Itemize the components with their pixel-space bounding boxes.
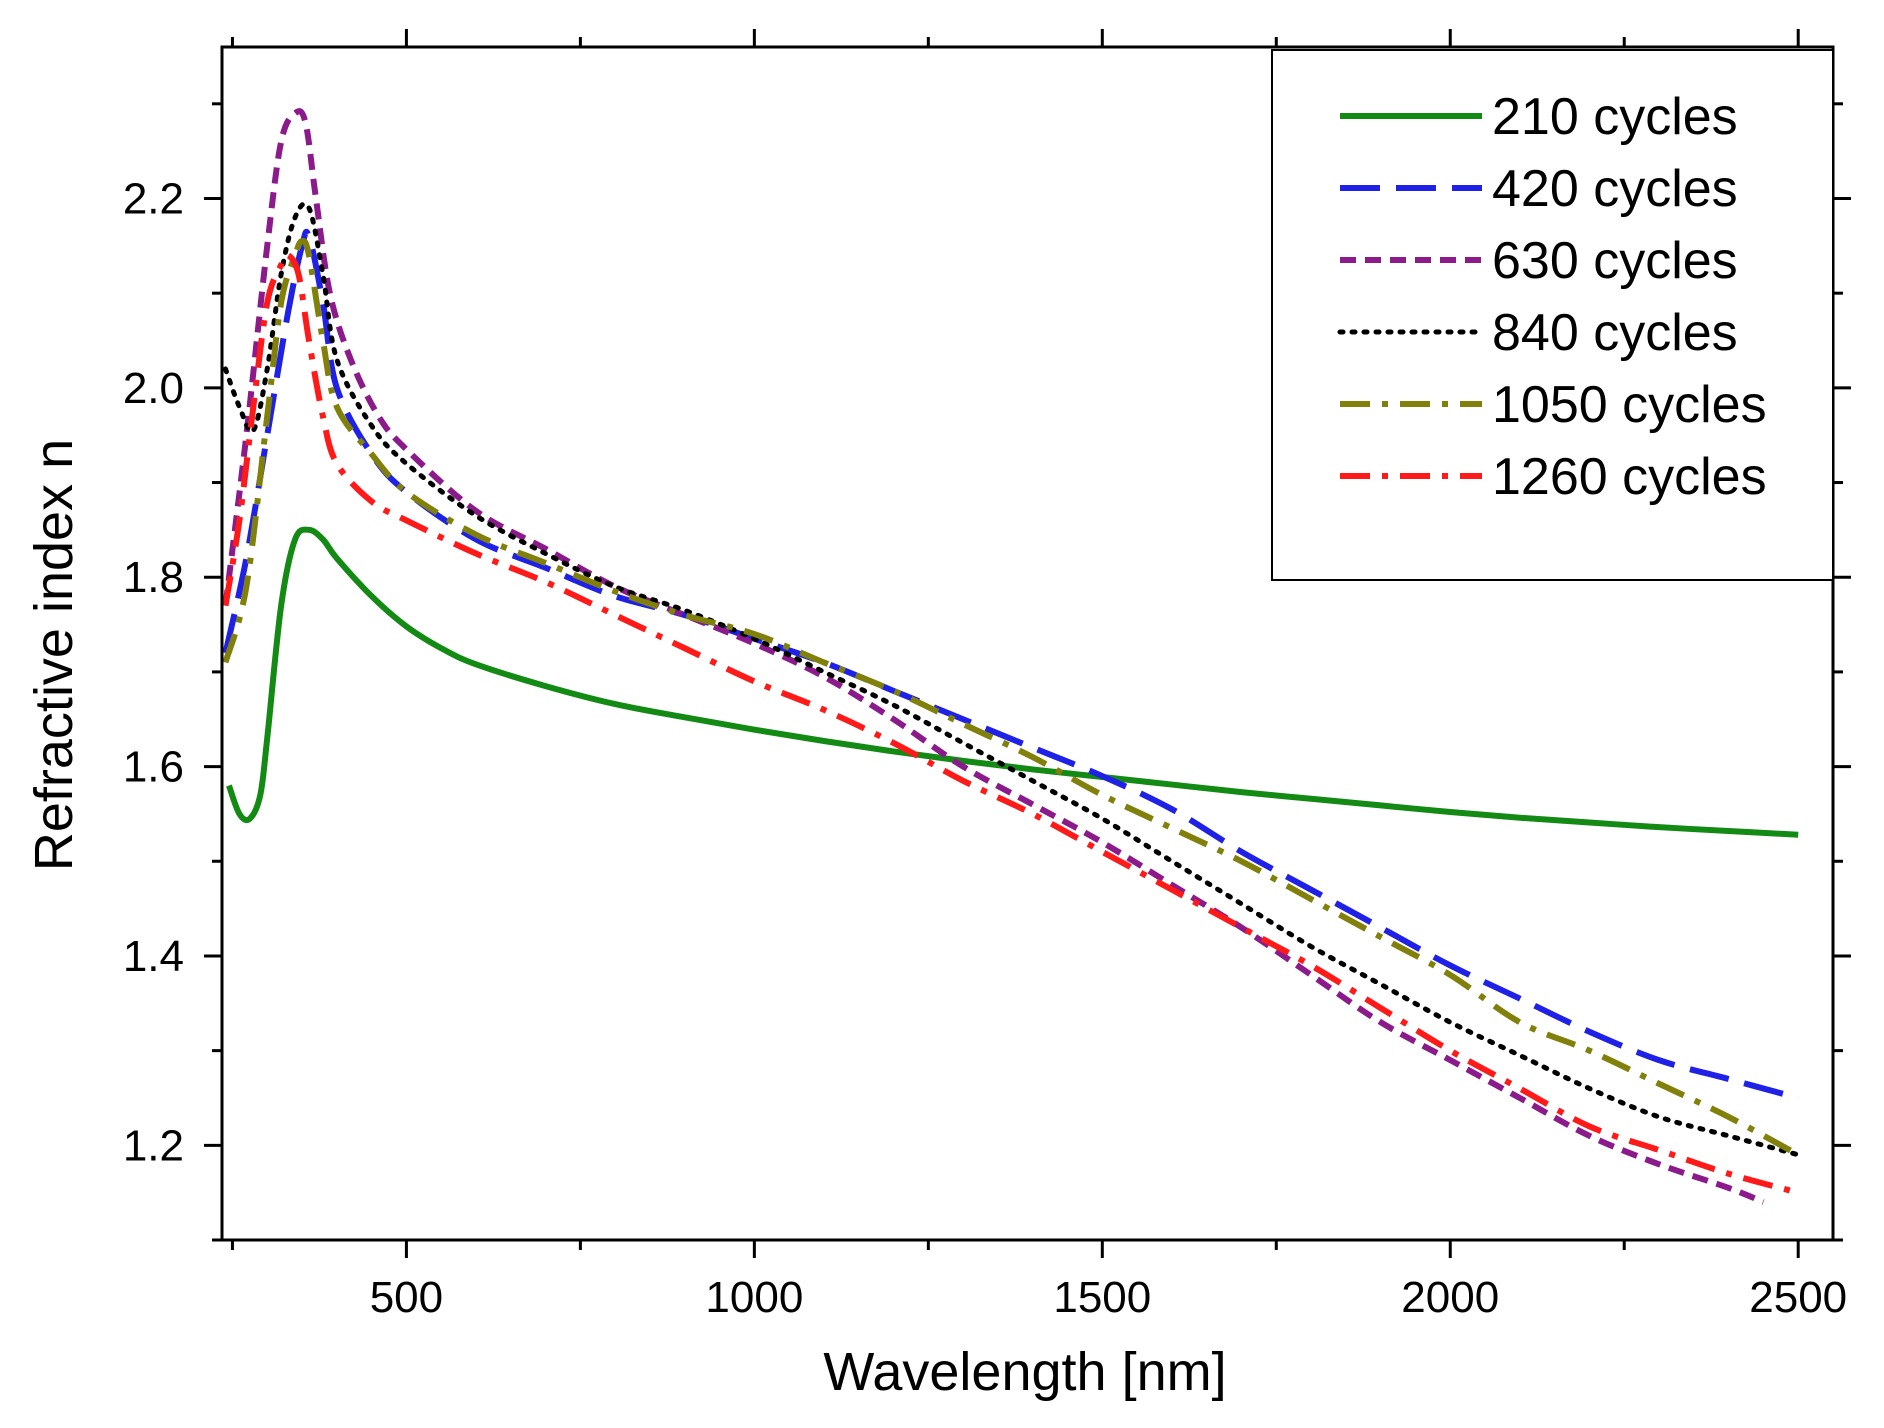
y-tick-label: 2.2 <box>123 174 184 223</box>
axis-ticks: 500 1000 1500 2000 2500 1.2 1.4 1.6 1.8 2.0 2.2 <box>123 29 1851 1322</box>
y-tick-label: 1.8 <box>123 553 184 602</box>
legend-label: 210 cycles <box>1492 88 1738 146</box>
legend-label: 1260 cycles <box>1492 448 1767 506</box>
legend-items: 210 cycles 420 cycles 630 cycles 840 cycles… <box>1337 88 1767 506</box>
x-tick-label: 1500 <box>1053 1273 1151 1322</box>
series-line-1260-cycles <box>222 251 1799 1196</box>
legend-label: 1050 cycles <box>1492 376 1767 434</box>
y-axis-title: Refractive index n <box>24 439 84 871</box>
x-tick-label: 1000 <box>705 1273 803 1322</box>
plot-frame <box>220 45 1835 1242</box>
x-tick-label: 2000 <box>1401 1273 1499 1322</box>
y-tick-label: 1.4 <box>123 932 184 981</box>
y-tick-label: 1.2 <box>123 1121 184 1170</box>
plot-area <box>222 108 1801 1205</box>
series-line-210-cycles <box>226 526 1799 838</box>
legend-label: 840 cycles <box>1492 304 1738 362</box>
series-line-630-cycles <box>222 108 1765 1205</box>
y-tick-label: 1.6 <box>123 743 184 792</box>
series-line-420-cycles <box>222 228 1799 1101</box>
series-line-840-cycles <box>222 201 1801 1158</box>
y-tick-label: 2.0 <box>123 364 184 413</box>
x-tick-label: 2500 <box>1749 1273 1847 1322</box>
x-tick-label: 500 <box>370 1273 443 1322</box>
legend-label: 420 cycles <box>1492 160 1738 218</box>
legend-label: 630 cycles <box>1492 232 1738 290</box>
legend-box <box>1271 49 1834 581</box>
series-line-1050-cycles <box>222 237 1800 1158</box>
x-axis-title: Wavelength [nm] <box>823 1342 1226 1402</box>
legend: 210 cycles 420 cycles 630 cycles 840 cycles… <box>1271 49 1834 581</box>
